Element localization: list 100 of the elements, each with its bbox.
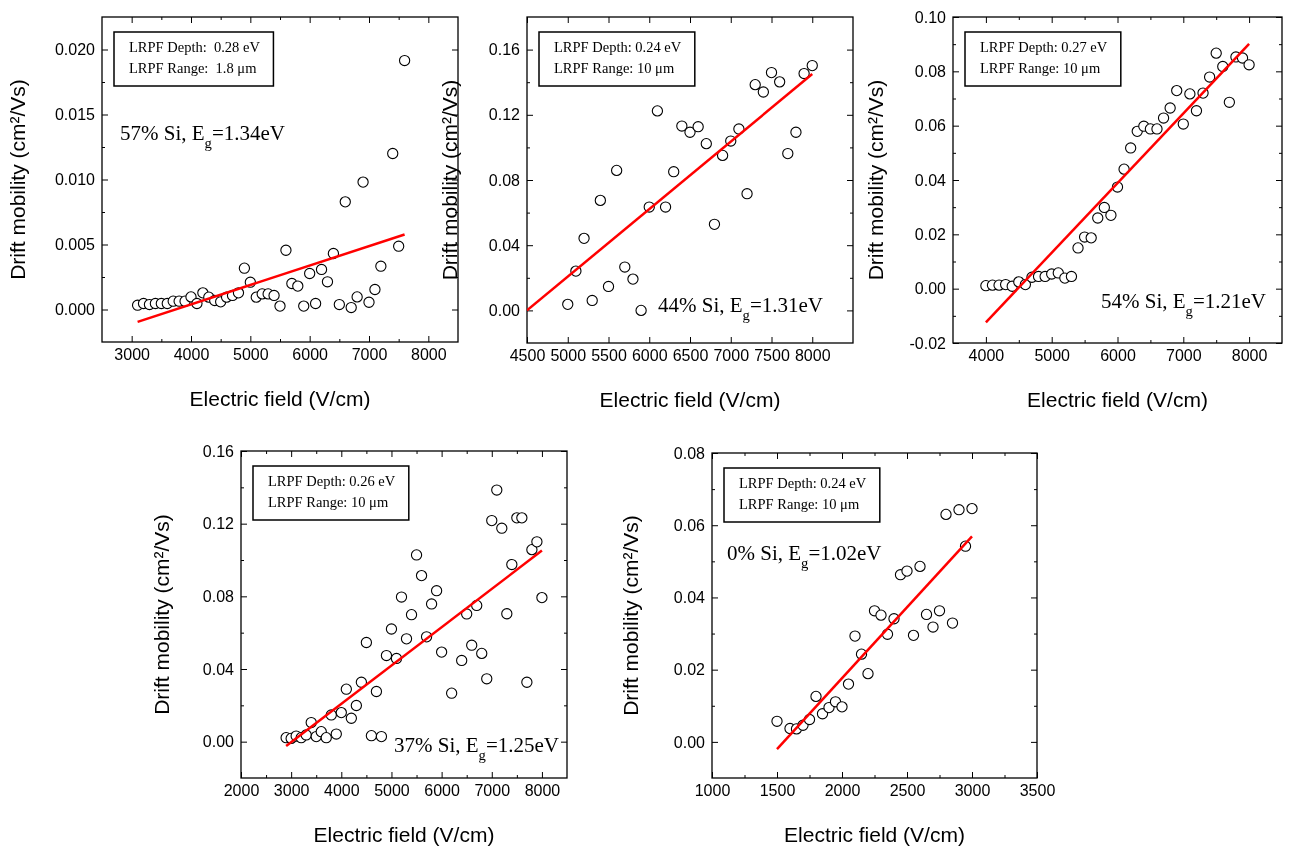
annotation: LRPF Range: 10 μm	[268, 494, 389, 510]
y-tick-label: 0.08	[914, 62, 947, 80]
point	[946, 617, 959, 629]
point	[1177, 118, 1189, 130]
point	[526, 544, 538, 556]
point	[481, 673, 493, 685]
annotation: 37% Si, E$_{g}$=1.25eV	[393, 733, 559, 763]
point	[315, 263, 328, 276]
point	[1184, 88, 1196, 100]
point	[369, 283, 381, 296]
point	[531, 536, 543, 548]
x-tick-label: 4000	[173, 346, 210, 364]
point	[836, 701, 848, 713]
y-tick-label: 0.04	[673, 589, 706, 607]
x-tick-label: 3000	[273, 782, 310, 800]
point	[635, 304, 647, 317]
point	[292, 280, 304, 292]
point	[363, 296, 375, 308]
y-tick-label: 0.00	[673, 733, 706, 751]
y-axis-title: Drift mobility (cm²/Vs)	[619, 515, 642, 716]
point	[594, 194, 607, 207]
point	[810, 690, 822, 703]
point	[330, 728, 342, 740]
point	[1125, 142, 1137, 154]
x-tick-label: 8000	[411, 346, 447, 364]
x-axis-title: Electric field (V/cm)	[784, 823, 965, 846]
point	[491, 484, 503, 496]
point	[1203, 71, 1216, 83]
point	[335, 706, 347, 719]
point	[610, 164, 623, 177]
point	[914, 560, 926, 573]
point	[684, 126, 696, 138]
y-tick-label: 0.06	[914, 117, 947, 135]
point	[365, 730, 378, 742]
y-tick-label: 0.020	[54, 41, 96, 59]
y-tick-label: 0.08	[202, 587, 235, 605]
point	[875, 609, 887, 621]
point	[1223, 96, 1236, 108]
point	[1190, 105, 1203, 117]
x-tick-label: 5500	[591, 347, 627, 365]
x-tick-label: 6000	[1100, 347, 1136, 365]
y-tick-label: 0.02	[673, 661, 706, 679]
y-tick-label: -0.02	[909, 334, 947, 352]
x-tick-label: 8000	[1231, 347, 1268, 365]
y-tick-label: 0.04	[914, 171, 947, 189]
x-tick-label: 4000	[968, 347, 1005, 365]
x-tick-label: 3000	[954, 782, 991, 800]
annotation: LRPF Depth: 0.28 eV	[129, 39, 261, 55]
point	[238, 262, 251, 274]
point	[298, 300, 310, 312]
point	[1098, 201, 1110, 214]
point	[619, 261, 631, 273]
point	[333, 298, 345, 311]
y-tick-label: 0.08	[673, 444, 706, 462]
x-tick-label: 6000	[424, 782, 461, 800]
point	[321, 276, 334, 288]
point	[562, 298, 574, 311]
point	[268, 289, 280, 302]
point	[741, 188, 753, 200]
point	[425, 598, 438, 610]
annotation: LRPF Range: 1.8 μm	[129, 60, 258, 76]
point	[398, 54, 411, 67]
point	[387, 147, 399, 160]
annotation: 0% Si, E$_{g}$=1.02eV	[727, 541, 882, 571]
y-axis-title: Drift mobility (cm²/Vs)	[150, 514, 173, 715]
point	[400, 633, 413, 645]
point	[790, 126, 802, 138]
y-tick-label: 0.015	[54, 106, 96, 124]
point	[185, 291, 197, 303]
point	[1072, 242, 1084, 254]
point	[320, 732, 332, 744]
x-tick-label: 5000	[374, 782, 410, 800]
point	[757, 86, 770, 98]
point	[375, 730, 388, 743]
annotation: LRPF Depth: 0.26 eV	[268, 473, 396, 489]
y-tick-label: 0.00	[202, 733, 235, 751]
point	[496, 522, 508, 534]
x-tick-label: 7000	[1166, 347, 1202, 365]
x-tick-label: 6000	[292, 346, 329, 364]
y-tick-label: 0.02	[914, 225, 947, 243]
point	[849, 630, 861, 642]
x-tick-label: 2500	[889, 782, 926, 800]
point	[1243, 59, 1255, 71]
y-tick-label: 0.08	[488, 171, 521, 189]
point	[966, 502, 978, 515]
x-tick-label: 1500	[759, 782, 796, 800]
point	[700, 138, 712, 150]
point	[920, 608, 933, 621]
x-tick-label: 3000	[114, 346, 151, 364]
point	[405, 609, 418, 621]
point	[692, 121, 704, 133]
annotation: LRPF Range: 10 μm	[739, 496, 860, 512]
point	[1210, 47, 1222, 59]
x-axis-title: Electric field (V/cm)	[1027, 388, 1208, 411]
x-tick-label: 7000	[474, 782, 511, 800]
point	[933, 605, 946, 617]
point	[602, 280, 615, 293]
point	[651, 105, 664, 117]
point	[415, 569, 428, 582]
point	[456, 654, 468, 667]
